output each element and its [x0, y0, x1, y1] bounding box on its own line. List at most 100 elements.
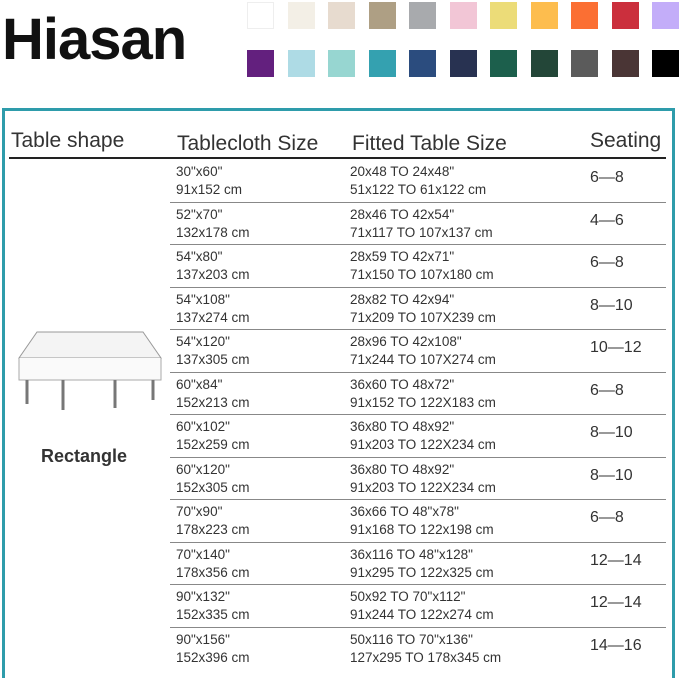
fitted-size: 36x60 TO 48x72" 91x152 TO 122X183 cm: [350, 376, 496, 412]
header-table-shape: Table shape: [11, 129, 125, 152]
shape-label: Rectangle: [40, 446, 128, 466]
fit-cm: 51x122 TO 61x122 cm: [350, 182, 487, 197]
cloth-inches: 70"x90": [176, 504, 223, 519]
table-row: 54"x108" 137x274 cm 28x82 TO 42x94" 71x209…: [170, 288, 666, 330]
color-swatch: [409, 2, 436, 29]
tablecloth-size: 90"x132" 152x335 cm: [176, 588, 250, 624]
tablecloth-size: 54"x120" 137x305 cm: [176, 333, 250, 369]
tablecloth-size: 54"x108" 137x274 cm: [176, 291, 250, 327]
color-swatch: [247, 2, 274, 29]
cloth-cm: 152x396 cm: [176, 649, 250, 665]
table-row: 60"x102" 152x259 cm 36x80 TO 48x92" 91x203…: [170, 415, 666, 458]
fit-cm: 71x244 TO 107X274 cm: [350, 352, 496, 367]
table-row: 54"x80" 137x203 cm 28x59 TO 42x71" 71x150 …: [170, 245, 666, 288]
fit-cm: 71x117 TO 107x137 cm: [350, 224, 493, 240]
seating: 12—14: [590, 594, 642, 611]
tablecloth-size: 30"x60" 91x152 cm: [176, 163, 242, 199]
cloth-inches: 90"x156": [176, 631, 230, 647]
color-swatch: [652, 50, 679, 77]
tablecloth-size: 52"x70" 132x178 cm: [176, 206, 250, 242]
fit-inches: 20x48 TO 24x48": [350, 164, 455, 179]
cloth-cm: 152x213 cm: [176, 394, 250, 410]
tablecloth-size: 90"x156" 152x396 cm: [176, 631, 250, 667]
cloth-cm: 132x178 cm: [176, 224, 250, 240]
cloth-cm: 137x305 cm: [176, 352, 250, 367]
color-swatch: [368, 2, 396, 29]
color-swatch: [571, 50, 598, 77]
table-row: 70"x90" 178x223 cm 36x66 TO 48"x78" 91x168…: [170, 500, 666, 543]
color-swatch: [611, 2, 639, 29]
color-swatch: [247, 50, 274, 77]
seating: 4—6: [590, 211, 624, 229]
table-row: 54"x120" 137x305 cm 28x96 TO 42x108" 71x24…: [170, 330, 666, 373]
fit-inches: 28x59 TO 42x71": [350, 249, 455, 264]
seating: 6—8: [590, 169, 624, 186]
fitted-size: 28x59 TO 42x71" 71x150 TO 107x180 cm: [350, 248, 494, 284]
cloth-inches: 54"x120": [176, 334, 230, 349]
fit-cm: 91x203 TO 122X234 cm: [350, 479, 496, 495]
fitted-size: 50x116 TO 70"x136" 127x295 TO 178x345 cm: [350, 631, 501, 667]
seating: 6—8: [590, 509, 624, 526]
color-swatch: [328, 50, 355, 77]
fitted-size: 20x48 TO 24x48" 51x122 TO 61x122 cm: [350, 163, 486, 199]
fit-cm: 71x150 TO 107x180 cm: [350, 267, 494, 282]
fit-cm: 127x295 TO 178x345 cm: [350, 649, 502, 665]
header-fitted-table-size: Fitted Table Size: [352, 132, 507, 155]
color-swatch: [490, 50, 517, 77]
fit-inches: 50x116 TO 70"x136": [350, 631, 473, 647]
size-chart: Table shape Tablecloth Size Fitted Table…: [2, 108, 675, 678]
fit-cm: 91x152 TO 122X183 cm: [350, 394, 496, 410]
table-row: 60"x120" 152x305 cm 36x80 TO 48x92" 91x203…: [170, 458, 666, 500]
cloth-cm: 152x259 cm: [176, 437, 250, 452]
tablecloth-size: 70"x90" 178x223 cm: [176, 503, 250, 539]
fit-cm: 91x244 TO 122x274 cm: [350, 607, 494, 622]
brand-logo: Hiasan: [2, 7, 187, 72]
fit-inches: 28x82 TO 42x94": [350, 291, 455, 307]
color-swatch: [530, 2, 558, 29]
cloth-cm: 91x152 cm: [176, 182, 243, 197]
table-row: 30"x60" 91x152 cm 20x48 TO 24x48" 51x122 T…: [170, 160, 666, 203]
fit-cm: 91x168 TO 122x198 cm: [350, 522, 494, 537]
color-swatch: [287, 50, 315, 77]
table-row: 52"x70" 132x178 cm 28x46 TO 42x54" 71x117 …: [170, 203, 666, 245]
color-swatch: [611, 50, 639, 77]
header-divider: [9, 157, 666, 159]
color-swatch: [490, 2, 517, 29]
rectangle-table-icon: [18, 331, 162, 410]
fit-cm: 71x209 TO 107X239 cm: [350, 309, 496, 325]
seating: 8—10: [590, 296, 633, 314]
tablecloth-size: 60"x102" 152x259 cm: [176, 418, 250, 454]
fitted-size: 28x46 TO 42x54" 71x117 TO 107x137 cm: [350, 206, 493, 242]
table-row: 70"x140" 178x356 cm 36x116 TO 48"x128" 91x…: [170, 543, 666, 585]
color-swatch: [409, 50, 436, 77]
tablecloth-size: 60"x84" 152x213 cm: [176, 376, 250, 412]
fitted-size: 36x80 TO 48x92" 91x203 TO 122X234 cm: [350, 461, 496, 497]
cloth-cm: 137x274 cm: [176, 309, 250, 325]
fit-inches: 36x80 TO 48x92": [350, 419, 455, 434]
seating: 14—16: [590, 636, 642, 654]
color-swatch: [530, 50, 558, 77]
cloth-inches: 52"x70": [176, 206, 223, 222]
seating: 10—12: [590, 339, 642, 356]
seating: 8—10: [590, 466, 633, 484]
color-swatch: [652, 2, 679, 29]
fitted-size: 36x80 TO 48x92" 91x203 TO 122X234 cm: [350, 418, 496, 454]
fit-inches: 50x92 TO 70"x112": [350, 589, 466, 604]
table-header: Table shape Tablecloth Size Fitted Table…: [5, 129, 672, 157]
fit-inches: 36x60 TO 48x72": [350, 376, 455, 392]
fitted-size: 50x92 TO 70"x112" 91x244 TO 122x274 cm: [350, 588, 494, 624]
table-row: 60"x84" 152x213 cm 36x60 TO 48x72" 91x152 …: [170, 373, 666, 415]
seating: 12—14: [590, 551, 642, 569]
cloth-inches: 30"x60": [176, 164, 223, 179]
cloth-inches: 54"x80": [176, 249, 223, 264]
cloth-inches: 60"x84": [176, 376, 223, 392]
fit-inches: 28x46 TO 42x54": [350, 206, 455, 222]
fit-inches: 36x116 TO 48"x128": [350, 546, 473, 562]
tablecloth-size: 70"x140" 178x356 cm: [176, 546, 250, 582]
fit-inches: 28x96 TO 42x108": [350, 334, 462, 349]
cloth-inches: 60"x102": [176, 419, 230, 434]
cloth-inches: 54"x108": [176, 291, 230, 307]
fitted-size: 28x96 TO 42x108" 71x244 TO 107X274 cm: [350, 333, 496, 369]
fit-cm: 91x203 TO 122X234 cm: [350, 437, 496, 452]
cloth-inches: 70"x140": [176, 546, 230, 562]
